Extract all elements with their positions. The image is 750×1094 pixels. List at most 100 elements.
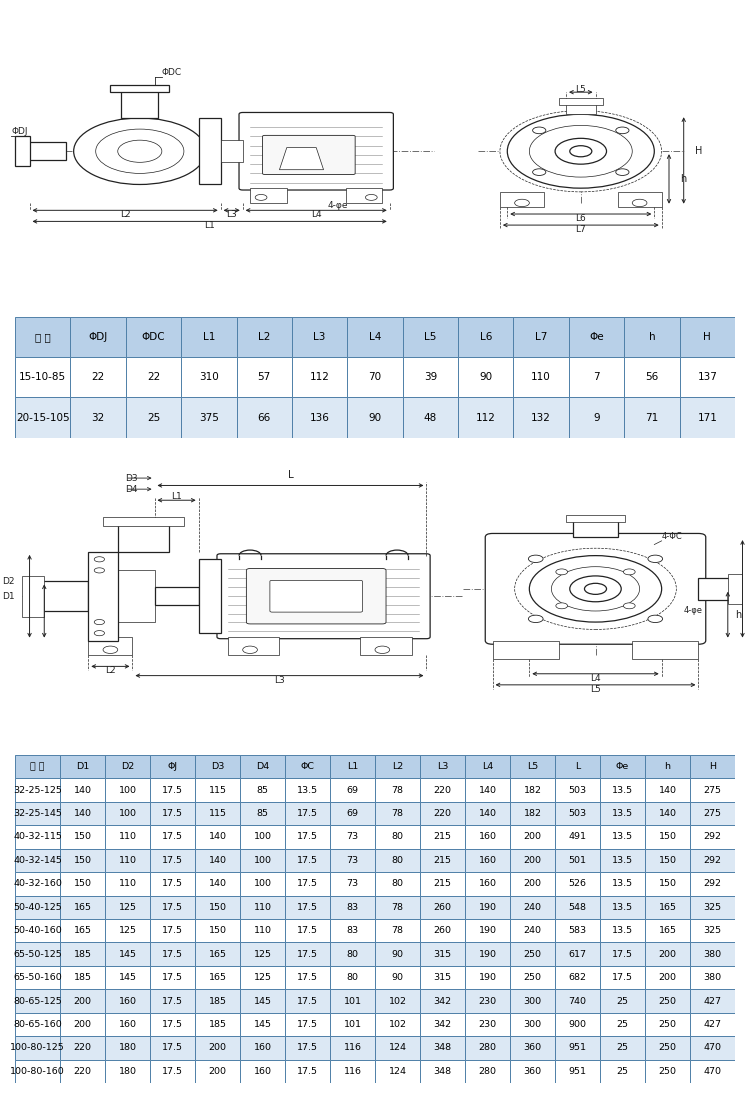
Text: 80-65-125: 80-65-125	[13, 997, 62, 1005]
Text: 69: 69	[346, 808, 358, 818]
Bar	[285, 919, 330, 942]
Bar	[240, 919, 285, 942]
Text: 110: 110	[118, 833, 136, 841]
Bar	[375, 1036, 420, 1060]
Text: H: H	[704, 333, 711, 342]
Text: 165: 165	[209, 950, 226, 958]
Text: 140: 140	[658, 785, 676, 794]
Bar	[559, 97, 603, 105]
Text: L4: L4	[311, 210, 322, 219]
Bar	[60, 1060, 105, 1083]
Bar	[465, 872, 510, 896]
Text: 160: 160	[118, 997, 136, 1005]
Bar	[690, 896, 735, 919]
Bar	[420, 1036, 465, 1060]
Bar	[15, 942, 60, 966]
Text: 115: 115	[209, 808, 226, 818]
Text: 220: 220	[74, 1067, 92, 1075]
Text: 348: 348	[433, 1067, 451, 1075]
Bar	[199, 559, 220, 633]
Text: 280: 280	[478, 1044, 496, 1052]
Text: 17.5: 17.5	[162, 880, 183, 888]
Text: 80-65-160: 80-65-160	[13, 1020, 62, 1029]
Text: 70: 70	[368, 372, 382, 383]
Bar	[150, 849, 195, 872]
Bar	[690, 778, 735, 802]
Bar	[698, 578, 735, 600]
Text: 112: 112	[310, 372, 329, 383]
Text: 250: 250	[658, 1044, 676, 1052]
Text: 116: 116	[344, 1044, 362, 1052]
Text: 171: 171	[698, 412, 717, 422]
Text: 132: 132	[531, 412, 551, 422]
Bar	[150, 1013, 195, 1036]
Bar	[240, 966, 285, 989]
Text: 17.5: 17.5	[162, 950, 183, 958]
Circle shape	[532, 168, 546, 175]
Text: 140: 140	[209, 880, 226, 888]
Bar	[150, 896, 195, 919]
Bar	[347, 317, 403, 358]
Text: 160: 160	[478, 856, 496, 865]
Text: 292: 292	[704, 856, 722, 865]
Bar	[420, 778, 465, 802]
Text: 583: 583	[568, 927, 586, 935]
Text: 145: 145	[254, 997, 272, 1005]
Bar	[600, 1036, 645, 1060]
Text: 17.5: 17.5	[297, 973, 318, 982]
Text: 427: 427	[704, 997, 722, 1005]
Circle shape	[375, 647, 390, 653]
Bar	[15, 825, 60, 849]
Text: 250: 250	[658, 1020, 676, 1029]
Bar	[375, 1013, 420, 1036]
Bar	[680, 317, 735, 358]
Bar	[555, 989, 600, 1013]
Bar	[690, 755, 735, 778]
Bar	[347, 358, 403, 397]
Bar	[126, 397, 182, 438]
Bar	[645, 1060, 690, 1083]
FancyBboxPatch shape	[262, 136, 356, 175]
Text: 25: 25	[616, 1044, 628, 1052]
Text: 40-32-115: 40-32-115	[13, 833, 62, 841]
Text: 220: 220	[433, 785, 451, 794]
Bar	[555, 1036, 600, 1060]
Bar	[240, 825, 285, 849]
Bar	[420, 942, 465, 966]
Bar	[465, 778, 510, 802]
Circle shape	[556, 603, 568, 608]
Text: 17.5: 17.5	[297, 808, 318, 818]
Text: L6: L6	[575, 214, 586, 223]
Bar	[420, 1060, 465, 1083]
Text: 501: 501	[568, 856, 586, 865]
Text: D3: D3	[125, 474, 138, 482]
Text: 190: 190	[478, 903, 496, 911]
Bar	[728, 574, 742, 604]
Text: D2: D2	[2, 577, 15, 586]
Bar	[70, 358, 126, 397]
Text: 951: 951	[568, 1067, 586, 1075]
Bar	[690, 966, 735, 989]
Bar	[420, 966, 465, 989]
Text: 150: 150	[658, 833, 676, 841]
Text: L1: L1	[346, 763, 358, 771]
Bar	[150, 942, 195, 966]
Bar	[624, 358, 680, 397]
Bar	[465, 849, 510, 872]
Bar	[105, 1060, 150, 1083]
Bar	[240, 802, 285, 825]
Text: 140: 140	[478, 808, 496, 818]
Circle shape	[551, 567, 640, 610]
Bar	[493, 640, 559, 659]
Text: 90: 90	[479, 372, 492, 383]
Text: 100-80-160: 100-80-160	[10, 1067, 64, 1075]
Bar	[420, 802, 465, 825]
Bar	[285, 966, 330, 989]
Text: D4: D4	[256, 763, 269, 771]
Bar	[22, 575, 44, 617]
Text: 250: 250	[524, 973, 542, 982]
Text: 17.5: 17.5	[297, 856, 318, 865]
Bar	[330, 1036, 375, 1060]
Bar	[566, 515, 625, 523]
Bar	[600, 755, 645, 778]
